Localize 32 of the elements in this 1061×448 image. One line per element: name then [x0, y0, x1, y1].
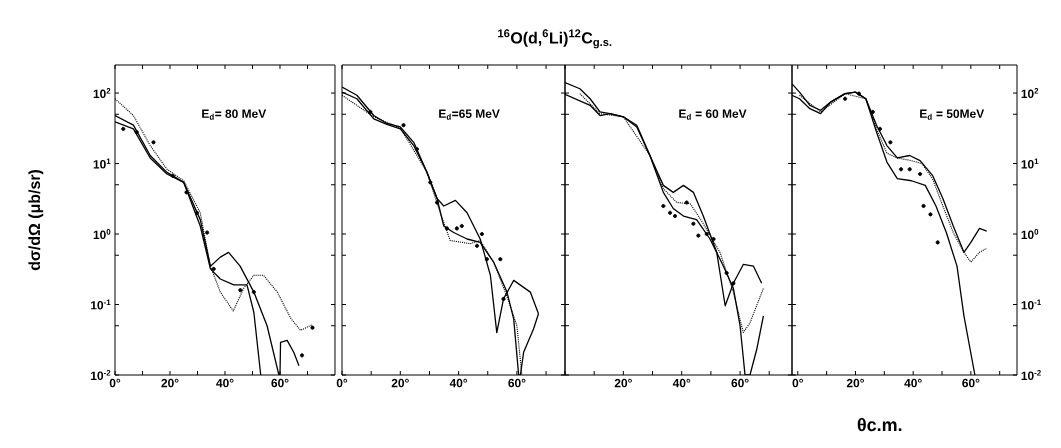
- x-tick-label: 40°: [672, 378, 691, 388]
- x-tick-label: 0°: [109, 378, 121, 388]
- x-tick-label: 20°: [846, 378, 864, 388]
- x-tick-label: 40°: [449, 378, 468, 388]
- x-tick-label: 60°: [271, 378, 289, 388]
- y-tick-label: 10$^{2}$: [1021, 88, 1039, 99]
- annotation: E$_{d}$ = 50MeV: [920, 109, 985, 120]
- y-tick-label: 10$^{-2}$: [91, 369, 111, 380]
- x-axis-title: θc.m.: [857, 418, 902, 432]
- y-axis-title: dσ/dΩ (μb/sr): [28, 169, 44, 271]
- y-tick-label: 10$^{-1}$: [1021, 299, 1041, 310]
- chart-title: $^{16}$O(d,$^{6}$Li)$^{12}$C$_{g.s.}$: [498, 29, 612, 49]
- x-tick-label: 60°: [962, 378, 980, 388]
- annotation: E$_{d}$ = 60 MeV: [679, 109, 747, 120]
- y-tick-label: 10$^{0}$: [1021, 229, 1039, 240]
- x-tick-label: 60°: [508, 378, 526, 388]
- y-tick-label: 10$^{-2}$: [1021, 369, 1041, 381]
- x-tick-label: 20°: [391, 378, 409, 388]
- y-tick-label: 10$^{1}$: [1021, 158, 1039, 169]
- x-tick-label: 40°: [216, 378, 234, 388]
- x-tick-label: 40°: [904, 378, 922, 388]
- annotation: E$_{d}$= 80 MeV: [202, 109, 267, 120]
- y-tick-label: 10$^{1}$: [93, 158, 111, 169]
- x-tick-label: 20°: [614, 378, 632, 388]
- y-tick-label: 10$^{2}$: [93, 88, 111, 99]
- annotation: E$_{d}$=65 MeV: [439, 109, 500, 120]
- x-tick-label: 60°: [731, 378, 749, 388]
- x-tick-label: 0°: [336, 378, 348, 388]
- x-tick-label: 20°: [161, 378, 179, 388]
- y-tick-label: 10$^{0}$: [93, 229, 111, 240]
- y-tick-label: 10$^{-1}$: [91, 299, 111, 310]
- x-tick-label: 0°: [792, 378, 803, 388]
